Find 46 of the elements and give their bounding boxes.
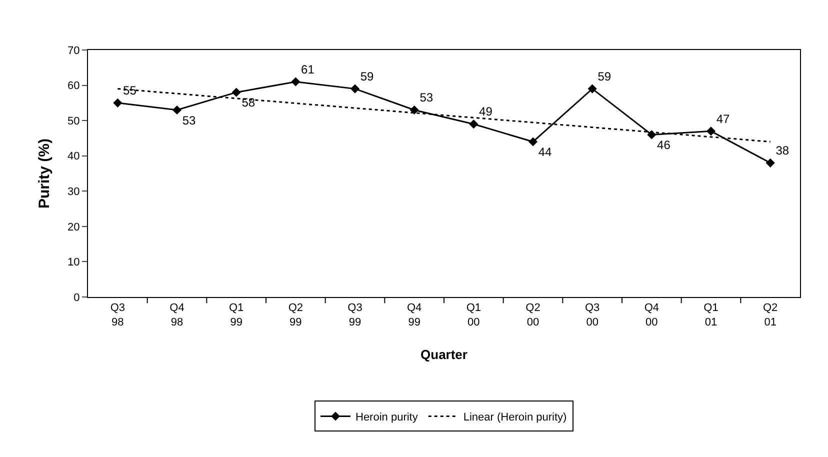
point [528,137,538,146]
data-label: 59 [360,69,374,84]
point [647,130,656,140]
legend-label: Linear (Heroin purity) [463,412,567,424]
data-label: 61 [301,62,315,76]
x-tick-label: Q2 99 [288,302,304,328]
data-label: 53 [420,90,434,105]
x-tick-label: Q1 99 [228,302,244,328]
x-tick-label: Q4 00 [644,302,660,328]
point [172,105,182,115]
data-label: 38 [776,144,790,158]
data-label: 59 [598,69,612,84]
x-tick-label: Q1 01 [704,302,718,328]
point [232,88,241,97]
x-tick-label: Q1 00 [466,302,482,328]
x-tick-label: Q2 00 [526,302,540,328]
data-label: 44 [538,145,552,160]
point [766,158,775,168]
y-axis-title: Purity (%) [36,138,53,209]
y-tick-label: 40 [68,150,80,163]
point [588,84,597,94]
x-tick-label: Q3 99 [348,302,362,328]
y-tick-label: 60 [68,80,80,92]
x-tick-label: Q4 99 [406,302,422,328]
x-tick-label: Q4 98 [170,302,184,328]
y-tick-label: 20 [68,221,80,234]
point [291,77,300,86]
point [350,84,360,94]
data-label: 46 [657,138,671,152]
y-tick-label: 30 [68,186,80,198]
data-label: 53 [182,113,196,128]
x-tick-label: Q3 00 [584,302,600,328]
data-label: 47 [716,112,730,126]
x-tick-label: Q3 98 [110,302,126,328]
y-tick-label: 50 [68,115,80,128]
y-tick-label: 10 [68,256,80,269]
y-tick-label: 0 [74,292,80,304]
point [706,126,716,136]
point [113,98,122,108]
legend-label: Heroin purity [356,412,418,424]
x-axis-title: Quarter [420,347,468,362]
point [410,105,419,115]
y-tick-label: 70 [68,44,80,57]
point [469,120,478,129]
data-label: 49 [479,104,493,119]
x-tick-label: Q2 01 [762,302,778,328]
